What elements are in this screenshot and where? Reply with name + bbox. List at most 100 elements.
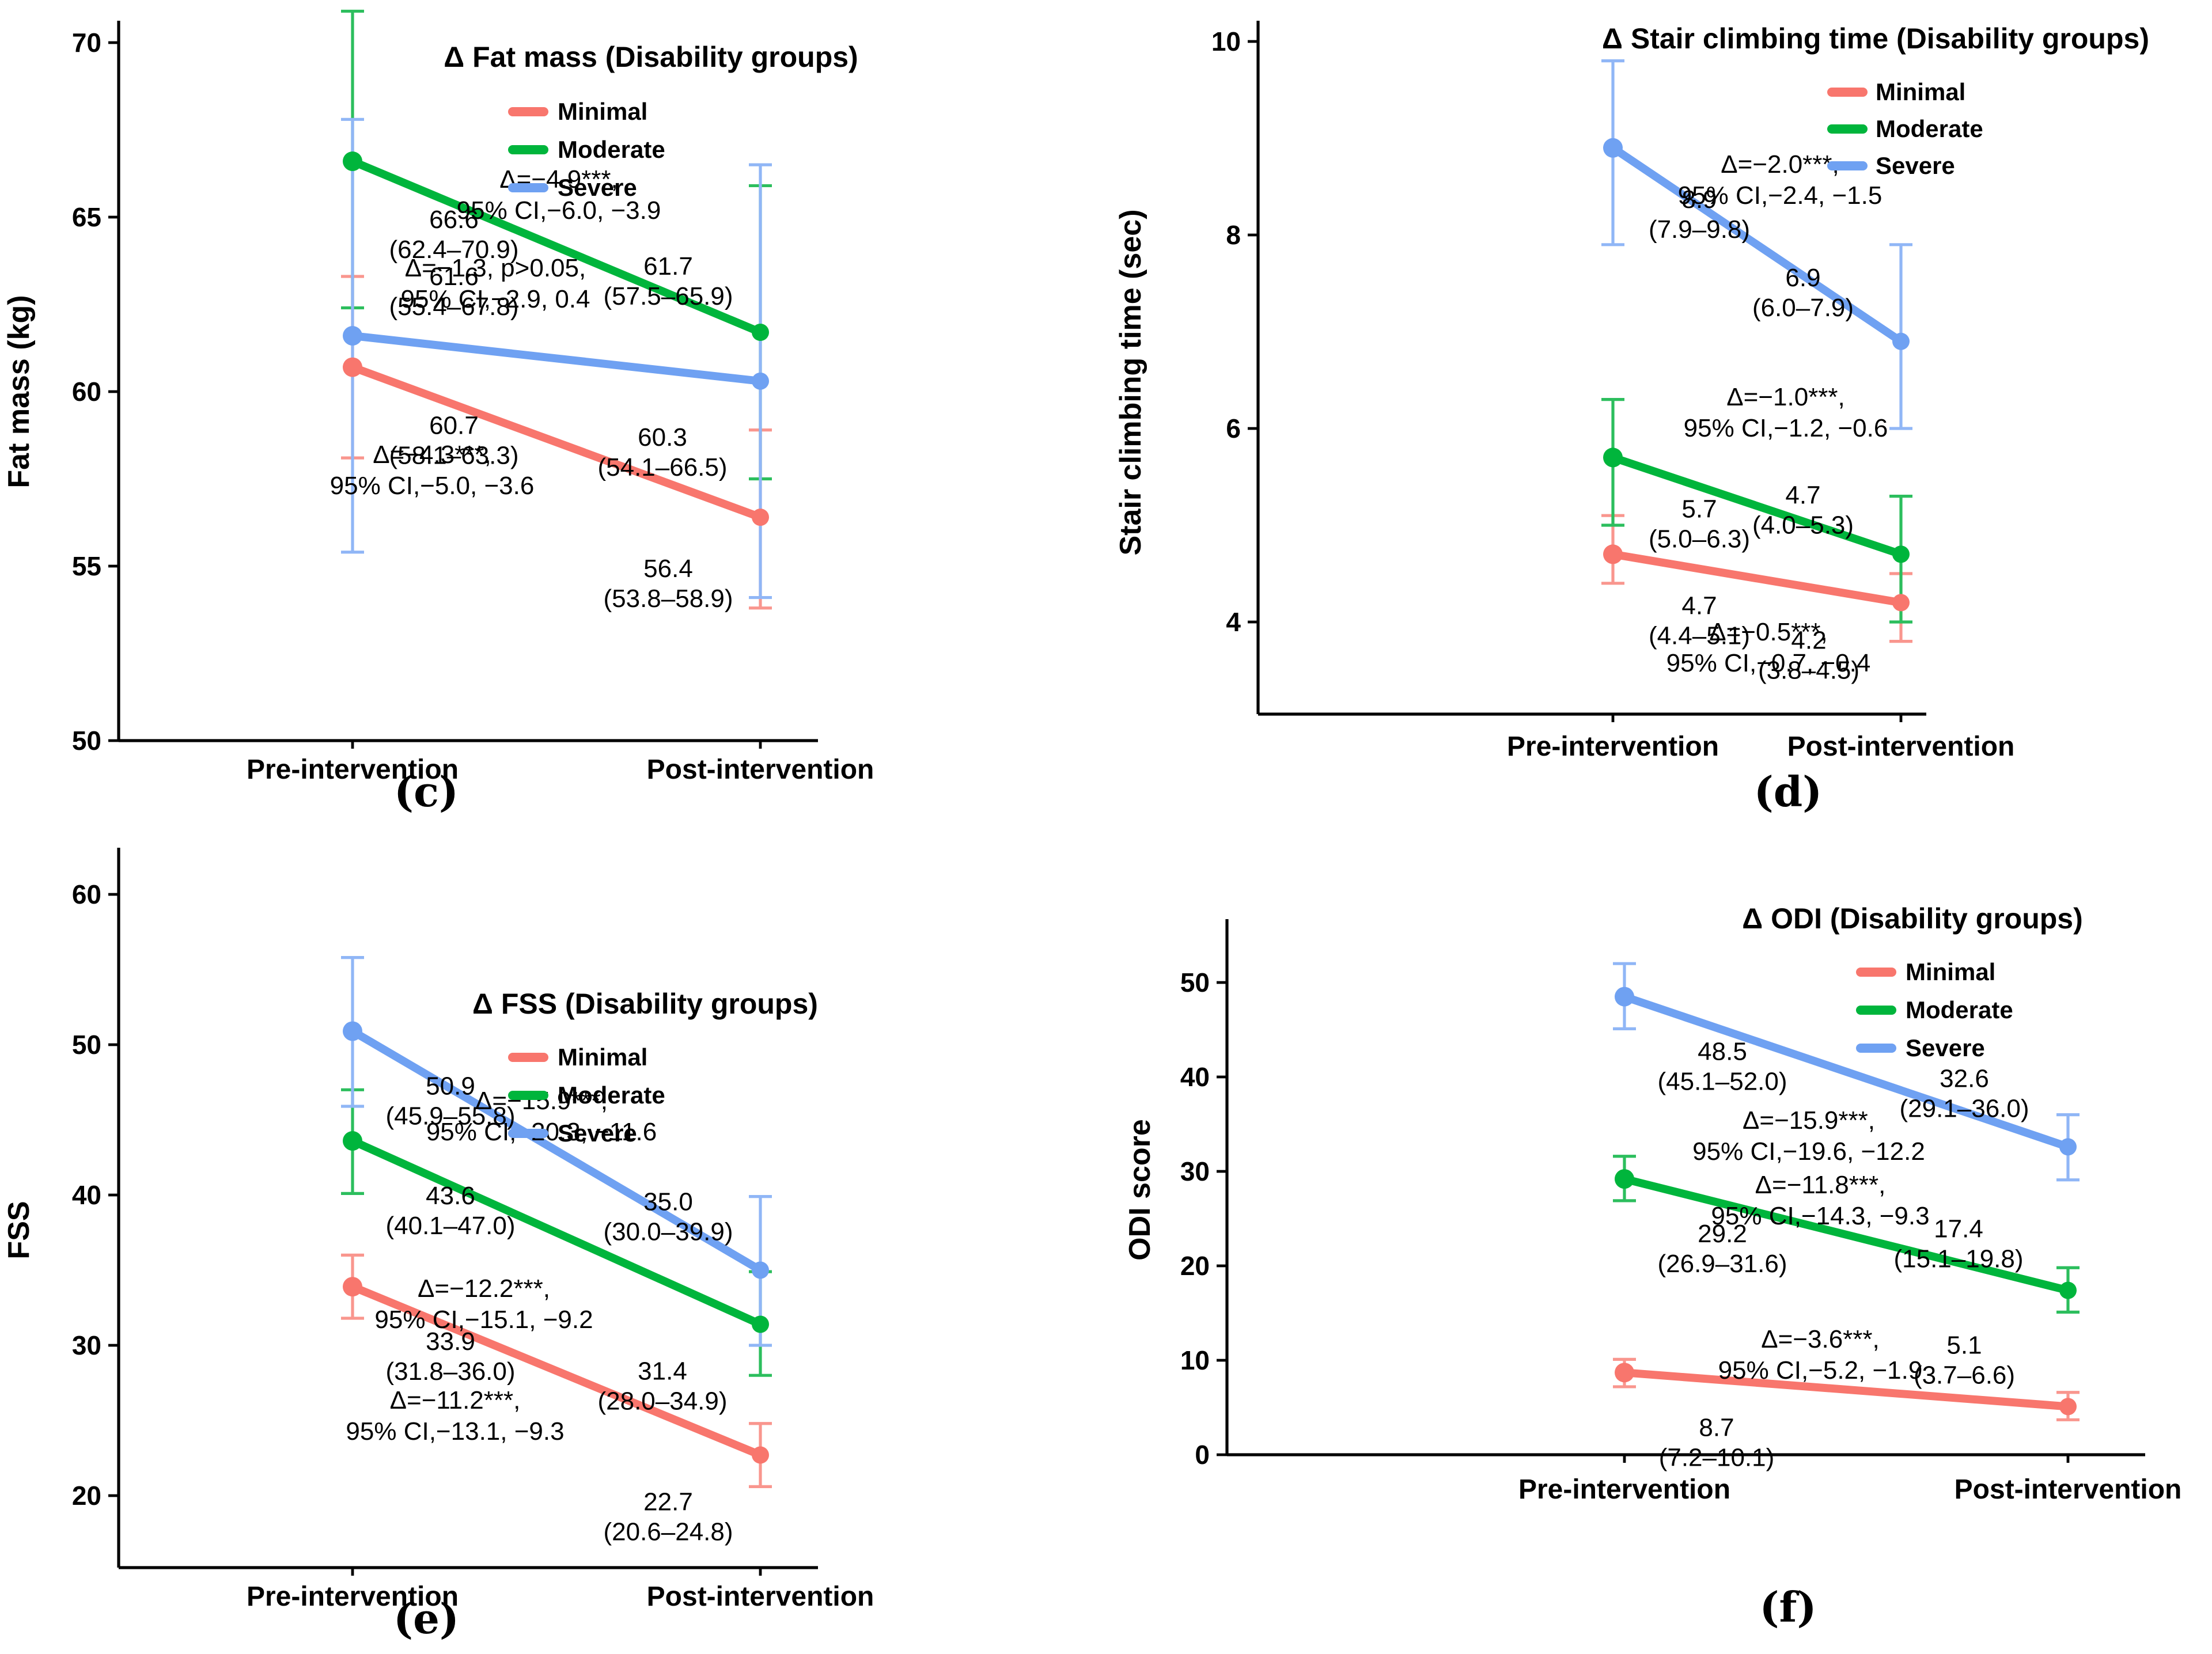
series-line-minimal xyxy=(349,363,764,522)
y-tick-label: 55 xyxy=(72,551,101,581)
point-value-label-pre-line2: (26.9–31.6) xyxy=(1657,1250,1787,1278)
data-point-post xyxy=(1892,594,1910,612)
point-value-label-pre-line1: 60.7 xyxy=(429,412,479,440)
delta-annotation-moderate-line2: 95% CI,−14.3, −9.3 xyxy=(1711,1202,1929,1230)
point-value-label-pre-line1: 66.6 xyxy=(429,206,479,234)
delta-annotation-severe-line2: 95% CI,−2.9, 0.4 xyxy=(401,285,590,313)
data-point-pre xyxy=(1615,1169,1634,1189)
point-value-label-post-line2: (20.6–24.8) xyxy=(603,1518,733,1546)
data-point-pre xyxy=(343,357,362,377)
point-value-label-pre-line2: (55.4–67.8) xyxy=(389,293,518,321)
point-value-label-pre-line2: (45.1–52.0) xyxy=(1657,1068,1787,1096)
data-point-post xyxy=(752,1315,769,1333)
point-value-label-pre-line2: (7.2–10.1) xyxy=(1659,1443,1775,1471)
y-tick-label: 20 xyxy=(1180,1251,1210,1281)
panel-letter: (e) xyxy=(393,1594,459,1643)
series-line-severe xyxy=(1620,992,2072,1151)
data-point-post xyxy=(2059,1138,2077,1156)
delta-annotation-minimal-line2: 95% CI,−0.7, −0.4 xyxy=(1666,649,1871,677)
data-point-post xyxy=(2059,1398,2077,1416)
point-value-label-post-line1: 6.9 xyxy=(1785,264,1820,292)
point-value-label-pre-line1: 43.6 xyxy=(426,1182,475,1210)
y-tick-label: 10 xyxy=(1211,26,1241,56)
point-value-label-post-line1: 35.0 xyxy=(643,1188,693,1216)
x-category-label: Pre-intervention xyxy=(1507,731,1719,762)
y-tick-label: 65 xyxy=(72,202,101,232)
point-value-label-pre-line1: 50.9 xyxy=(426,1072,475,1101)
series-line-minimal xyxy=(349,1283,764,1459)
delta-annotation-minimal-line2: 95% CI,−5.2, −1.9 xyxy=(1718,1356,1923,1384)
panel-letter: (f) xyxy=(1759,1583,1816,1632)
point-value-label-post-line1: 32.6 xyxy=(1940,1064,1989,1092)
point-value-label-post-line1: 4.7 xyxy=(1785,481,1820,509)
point-value-label-post-line2: (57.5–65.9) xyxy=(603,282,733,310)
legend-item-label: Moderate xyxy=(1876,115,1983,142)
point-value-label-pre-line2: (7.9–9.8) xyxy=(1649,215,1750,244)
x-category-label: Pre-intervention xyxy=(247,1581,459,1612)
point-value-label-post-line1: 4.2 xyxy=(1791,626,1826,654)
point-value-label-pre-line1: 8.9 xyxy=(1681,185,1717,214)
y-axis-title: FSS xyxy=(2,1201,36,1259)
data-point-post xyxy=(752,509,769,526)
point-value-label-post-line2: (4.0–5.3) xyxy=(1752,511,1854,539)
x-category-label: Pre-intervention xyxy=(247,754,459,785)
delta-annotation-severe-line1: Δ=−2.0***, xyxy=(1721,150,1839,179)
chart-panel-e: 20 30 40 50 60 Pre-intervention Post-intervent… xyxy=(2,848,874,1643)
delta-annotation-moderate-line1: Δ=−12.2***, xyxy=(418,1274,550,1303)
delta-annotation-moderate-line2: 95% CI,−6.0, −3.9 xyxy=(457,196,661,225)
point-value-label-pre-line2: (5.0–6.3) xyxy=(1649,525,1750,553)
data-point-post xyxy=(1892,545,1910,563)
data-point-pre xyxy=(343,1021,362,1041)
y-tick-label: 60 xyxy=(72,377,101,407)
data-point-pre xyxy=(343,326,362,346)
y-tick-label: 6 xyxy=(1226,414,1241,443)
series-line-moderate xyxy=(349,1137,764,1329)
y-tick-label: 10 xyxy=(1180,1345,1210,1375)
point-value-label-post-line1: 31.4 xyxy=(638,1357,687,1385)
point-value-label-pre-line1: 29.2 xyxy=(1698,1220,1747,1248)
legend-item-label: Moderate xyxy=(1906,996,2013,1023)
data-point-post xyxy=(752,323,769,341)
point-value-label-pre-line1: 4.7 xyxy=(1681,591,1717,620)
data-point-pre xyxy=(1603,447,1623,468)
point-value-label-post-line1: 5.1 xyxy=(1946,1331,1982,1359)
data-point-pre xyxy=(343,1131,362,1151)
point-value-label-post-line2: (30.0–39.9) xyxy=(603,1218,733,1246)
x-category-label: Post-intervention xyxy=(647,1581,874,1612)
point-value-label-post-line2: (15.1–19.8) xyxy=(1893,1245,2023,1273)
legend-title: Δ FSS (Disability groups) xyxy=(472,988,818,1020)
data-point-pre xyxy=(1615,987,1634,1007)
x-category-label: Post-intervention xyxy=(647,754,874,785)
point-value-label-post-line2: (53.8–58.9) xyxy=(603,585,733,613)
panel-letter: (c) xyxy=(394,767,459,816)
legend-item-label: Minimal xyxy=(1906,958,1995,985)
point-value-label-pre-line1: 5.7 xyxy=(1681,495,1717,523)
series-line-minimal xyxy=(1620,1368,2072,1411)
data-point-post xyxy=(2059,1281,2077,1299)
delta-annotation-moderate-line2: 95% CI,−1.2, −0.6 xyxy=(1684,414,1888,442)
point-value-label-post-line1: 17.4 xyxy=(1934,1215,1983,1243)
point-value-label-post-line1: 22.7 xyxy=(643,1488,693,1516)
legend-item-label: Moderate xyxy=(558,1082,665,1109)
chart-panel-f: 0 10 20 30 40 50 Pre-intervention Post-interven… xyxy=(1123,902,2182,1632)
point-value-label-post-line2: (54.1–66.5) xyxy=(597,453,727,481)
point-value-label-post-line2: (6.0–7.9) xyxy=(1752,294,1854,322)
point-value-label-post-line2: (3.7–6.6) xyxy=(1914,1361,2015,1389)
data-point-pre xyxy=(1603,138,1623,158)
y-tick-label: 8 xyxy=(1226,220,1241,250)
point-value-label-post-line2: (29.1–36.0) xyxy=(1899,1094,2029,1122)
y-tick-label: 50 xyxy=(72,1030,101,1060)
y-tick-label: 0 xyxy=(1195,1440,1210,1470)
x-category-label: Post-intervention xyxy=(1955,1474,2182,1505)
data-point-pre xyxy=(1603,544,1623,564)
y-tick-label: 20 xyxy=(72,1481,101,1511)
delta-annotation-severe-line2: 95% CI,−2.4, −1.5 xyxy=(1678,181,1883,210)
x-category-label: Pre-intervention xyxy=(1518,1474,1730,1505)
point-value-label-pre-line2: (58.1–63.3) xyxy=(389,442,518,470)
series-line-moderate xyxy=(1609,453,1905,559)
point-value-label-pre-line1: 8.7 xyxy=(1699,1413,1734,1441)
delta-annotation-severe-line1: Δ=−15.9***, xyxy=(1743,1106,1875,1135)
y-tick-label: 70 xyxy=(72,28,101,58)
y-tick-label: 4 xyxy=(1226,607,1241,637)
point-value-label-pre-line2: (31.8–36.0) xyxy=(385,1357,515,1386)
